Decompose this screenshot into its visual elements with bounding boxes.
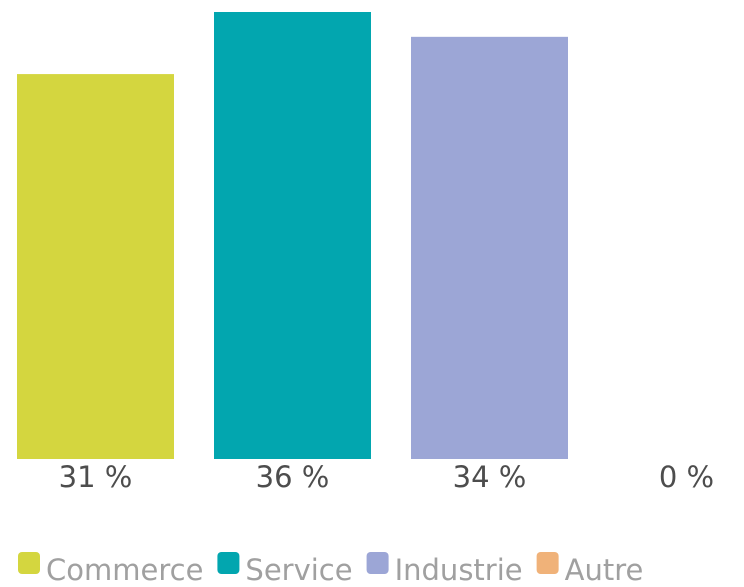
legend-swatch-commerce: [18, 552, 40, 574]
value-labels-group: 31 % 36 % 34 % 0 %: [59, 460, 714, 494]
legend-item-commerce[interactable]: Commerce: [18, 552, 203, 587]
bars-group: [17, 12, 568, 459]
legend-item-autre[interactable]: Autre: [536, 552, 644, 587]
legend-label-service: Service: [245, 553, 352, 587]
bar-commerce: [17, 74, 174, 459]
bar-service: [214, 12, 371, 459]
legend-label-autre: Autre: [565, 553, 644, 587]
legend-item-industrie[interactable]: Industrie: [366, 552, 523, 587]
value-label-service: 36 %: [256, 460, 330, 494]
legend-item-service[interactable]: Service: [217, 552, 353, 587]
value-label-autre: 0 %: [659, 460, 714, 494]
legend-label-commerce: Commerce: [46, 553, 203, 587]
value-label-industrie: 34 %: [453, 460, 527, 494]
legend-swatch-autre: [536, 552, 559, 574]
legend-label-industrie: Industrie: [395, 553, 523, 587]
value-label-commerce: 31 %: [59, 460, 133, 494]
legend-swatch-service: [217, 552, 240, 574]
legend-swatch-industrie: [366, 552, 389, 574]
legend: Commerce Service Industrie Autre: [18, 552, 643, 587]
bar-industrie: [411, 36, 568, 459]
